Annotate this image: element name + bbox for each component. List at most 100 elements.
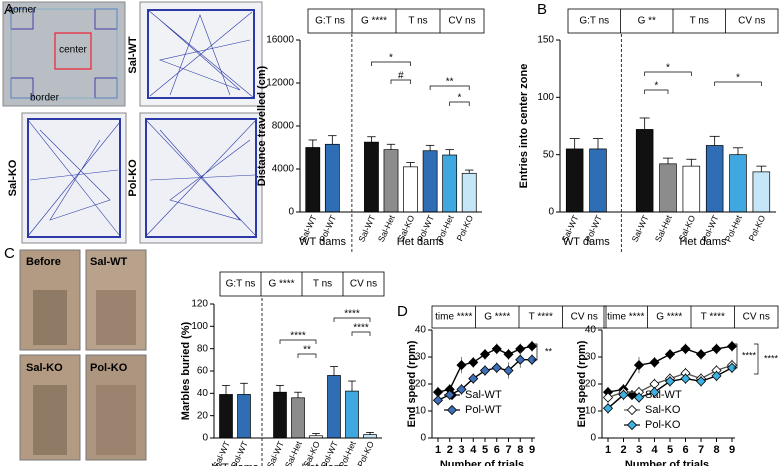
x-tick-label: 6 [494,444,500,456]
stats-text: T **** [701,312,725,323]
sig-label: * [389,53,393,64]
y-tick-label: 30 [585,352,597,363]
x-tick-label: 5 [667,444,673,456]
sig-bracket [390,79,411,84]
photo-label: Before [26,256,61,268]
stats-text: G ** [638,16,656,27]
x-tick-label: 1 [435,444,441,456]
marker [711,370,722,381]
bar [422,150,438,213]
sig-bracket [449,101,470,106]
x-tick-label: 5 [482,444,488,456]
y-tick-label: 40 [197,388,209,399]
x-tick-label: 8 [713,444,719,456]
legend-label: Pol-WT [465,404,502,416]
sig-bracket [733,343,738,369]
stats-text: G **** [484,312,510,323]
x-tick-label: 6 [682,444,688,456]
marker [503,365,514,376]
panel-label: C [4,245,15,262]
sig-label: * [736,73,740,84]
marker [695,376,707,387]
x-tick-label: Sal-WT [356,214,377,244]
sig-bracket [644,89,669,94]
bar [364,141,379,213]
x-tick-label: Sal-WT [629,214,650,244]
bar [659,163,677,213]
stats-text: CV ns [571,312,598,323]
y-axis-label: Distance travelled (cm) [256,65,268,186]
bar [219,394,233,439]
x-tick-label: 9 [729,444,735,456]
sig-label: * [457,93,461,104]
stats-text: T ns [690,16,709,27]
x-tick-label: 9 [529,444,535,456]
marker [649,357,660,368]
stats-text: time **** [607,312,644,323]
marker [664,376,676,387]
stats-text: G **** [268,279,294,290]
stats-text: T ns [408,16,427,27]
sig-label: * [654,81,658,92]
stats-text: T ns [313,279,332,290]
y-tick-label: 0 [590,433,596,444]
stats-text: G:T ns [226,279,256,290]
marker [526,354,538,365]
marker [468,357,479,368]
marker [526,341,538,352]
marker [515,354,526,365]
sig-label: **** [764,353,779,363]
stats-text: G:T ns [315,16,345,27]
x-tick-label: 8 [517,444,523,456]
marker [695,349,707,360]
photo-label: border [30,93,60,104]
photos-c: Before Sal-WT Sal-KO Pol-KO [19,249,147,461]
marker [479,349,491,360]
x-tick-label: Pol-KO [747,213,768,242]
sig-label: ** [545,346,553,356]
photo-label: Sal-KO [26,362,63,374]
marker [479,365,491,376]
y-tick-label: 4000 [272,164,295,175]
y-tick-label: 0 [288,207,294,218]
stats-text: CV ns [738,16,765,27]
stats-text: G **** [361,16,387,27]
y-tick-label: 80 [197,343,209,354]
y-tick-label: 20 [197,410,209,421]
photo-label: center [59,45,87,56]
marker [633,360,645,371]
y-axis-label: End speed (rpm) [576,340,588,427]
y-tick-label: 8000 [272,121,295,132]
y-tick-label: 16000 [266,35,294,46]
y-tick-label: 120 [191,299,208,310]
y-tick-label: 10 [585,406,597,417]
legend-label: Sal-WT [645,389,682,401]
bar [682,165,701,213]
legend-marker [626,419,638,431]
marker [664,349,676,360]
photo-label: Sal-WT [90,256,128,268]
photos-a: corner center border Sal-WT Sal-KO Pol-K… [2,1,263,244]
sig-bracket [351,331,371,336]
bar [345,390,359,439]
marker [468,373,479,384]
x-tick-label: Sal-WT [265,440,286,466]
x-tick-label: 3 [458,444,464,456]
legend-label: Pol-KO [645,419,681,431]
bar [327,375,341,439]
y-tick-label: 100 [191,321,208,332]
y-axis-label: Marbles buried (%) [180,321,192,420]
bar [363,434,377,439]
stats-text: CV ns [350,279,377,290]
photo-label: Pol-KO [90,362,128,374]
x-tick-label: 1 [605,444,611,456]
marker [680,343,691,354]
y-tick-label: 20 [585,379,597,390]
y-tick-label: 0 [548,207,554,218]
bar [273,391,287,439]
panel-label: D [397,303,408,320]
marker [602,403,614,414]
bar [729,154,747,213]
x-tick-label: 4 [470,444,477,456]
group-label: Het dams [679,236,727,248]
